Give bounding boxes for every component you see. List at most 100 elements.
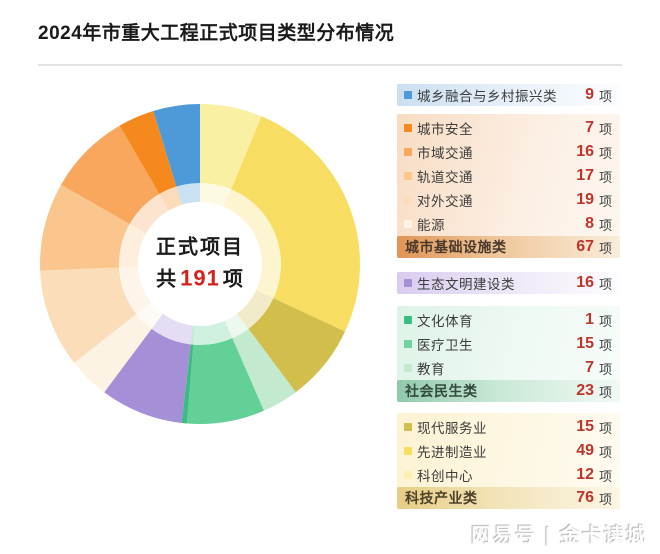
legend-block-urban-rural: 城乡融合与乡村振兴类 9 项 [397,84,620,106]
donut-segment-对外交通 [40,267,137,363]
legend-row: 生态文明建设类 16 项 [397,272,620,294]
legend-group-label: 科技产业类 [405,490,478,506]
legend-row: 市域交通 16 项 [397,140,620,164]
legend-value: 7 [585,119,594,136]
donut-segment-能源 [74,314,152,393]
legend-unit: 项 [598,361,612,377]
legend-row: 城乡融合与乡村振兴类 9 项 [397,84,620,106]
donut-inner-ring-生态文明建设类 [151,313,193,346]
donut-segment-先进制造业 [231,116,360,332]
legend-unit: 项 [598,444,612,460]
legend-unit: 项 [598,145,612,161]
legend-label: 对外交通 [417,194,473,209]
legend-row: 对外交通 19 项 [397,188,620,212]
title-divider [38,64,622,66]
watermark: 网易号 | 金卡读城 [471,525,648,547]
legend-unit: 项 [598,468,612,484]
legend-unit: 项 [598,88,612,104]
legend-marker-icon [404,471,412,479]
donut-inner-ring-教育 [224,313,249,339]
legend-unit: 项 [598,491,612,507]
legend-group-header-tech: 科技产业类 76 项 [397,487,620,509]
donut-segment-现代服务业 [248,298,346,393]
donut-segment-科创中心 [200,104,262,190]
donut-segment-生态文明建设类 [104,328,191,423]
legend-row: 医疗卫生 15 项 [397,332,620,356]
legend-group-label: 城市基础设施类 [405,239,507,255]
donut-segment-城市安全 [119,110,177,194]
legend-row: 能源 8 项 [397,212,620,236]
legend-group-header-social: 社会民生类 23 项 [397,380,620,402]
donut-inner-ring-对外交通 [118,266,152,315]
donut-inner-ring-轨道交通 [118,223,147,268]
center-prefix: 共 [156,268,178,291]
legend-value: 19 [576,191,594,208]
legend-marker-icon [404,316,412,324]
donut-chart: 正式项目 共 191 项 [30,94,370,434]
donut-segment-文化体育 [181,344,194,424]
legend-row: 先进制造业 49 项 [397,439,620,463]
legend-marker-icon [404,447,412,455]
legend-value: 16 [576,274,594,291]
legend-marker-icon [404,148,412,156]
page-title: 2024年市重大工程正式项目类型分布情况 [38,23,395,44]
legend-block-ecology: 生态文明建设类 16 项 [397,272,620,294]
legend-unit: 项 [598,313,612,329]
legend-group-value: 76 [576,489,594,506]
donut-inner-ring-现代服务业 [237,290,274,330]
center-suffix: 项 [222,268,244,291]
legend-row: 轨道交通 17 项 [397,164,620,188]
legend-row: 科创中心 12 项 [397,463,620,487]
legend-block-tech: 现代服务业 15 项先进制造业 49 项科创中心 12 项科技产业类 76 项 [397,413,620,509]
donut-segment-轨道交通 [40,184,130,271]
legend-value: 16 [576,143,594,160]
legend-label: 先进制造业 [417,445,487,460]
donut-inner-ring-城乡融合与乡村振兴类 [176,182,200,205]
donut-segment-教育 [232,328,296,411]
legend-label: 轨道交通 [417,170,473,185]
center-total: 191 [180,265,220,291]
legend-group-value: 67 [576,238,594,255]
donut-inner-ring-市域交通 [129,193,169,234]
legend-value: 17 [576,167,594,184]
donut-inner-ring-文化体育 [190,325,195,346]
legend-unit: 项 [598,217,612,233]
donut-center-label: 正式项目 共 191 项 [156,233,244,296]
legend-label: 城乡融合与乡村振兴类 [417,89,557,104]
legend-unit: 项 [598,193,612,209]
legend-value: 15 [576,418,594,435]
legend-value: 9 [585,86,594,103]
legend-block-infrastructure: 城市安全 7 项市域交通 16 项轨道交通 17 项对外交通 19 项能源 8 项城市基础设施类 67… [397,114,620,258]
legend-marker-icon [404,340,412,348]
legend-label: 文化体育 [417,314,473,329]
legend-marker-icon [404,220,412,228]
legend-unit: 项 [598,276,612,292]
legend-unit: 项 [598,337,612,353]
legend-row: 现代服务业 15 项 [397,415,620,439]
donut-segment-市域交通 [61,125,160,224]
donut-chart-svg [40,104,360,424]
donut-inner-ring-先进制造业 [223,188,282,299]
legend-label: 科创中心 [417,469,473,484]
legend-row: 城市安全 7 项 [397,116,620,140]
center-line2: 共 191 项 [156,263,244,296]
legend-value: 12 [576,466,594,483]
donut-segment-医疗卫生 [186,338,264,424]
legend-marker-icon [404,91,412,99]
donut-segment-城乡融合与乡村振兴类 [153,104,200,187]
legend-label: 医疗卫生 [417,338,473,353]
legend-value: 8 [585,215,594,232]
donut-inner-ring-医疗卫生 [193,320,233,346]
legend-marker-icon [404,196,412,204]
legend-label: 现代服务业 [417,421,487,436]
legend-label: 生态文明建设类 [417,277,515,292]
legend: 城乡融合与乡村振兴类 9 项城市安全 7 项市域交通 16 项轨道交通 17 项对外交通 19 项能… [397,84,620,509]
legend-marker-icon [404,124,412,132]
legend-unit: 项 [598,384,612,400]
donut-inner-ring-城市安全 [159,185,182,211]
legend-marker-icon [404,364,412,372]
legend-unit: 项 [598,121,612,137]
legend-value: 49 [576,442,594,459]
legend-row: 文化体育 1 项 [397,308,620,332]
